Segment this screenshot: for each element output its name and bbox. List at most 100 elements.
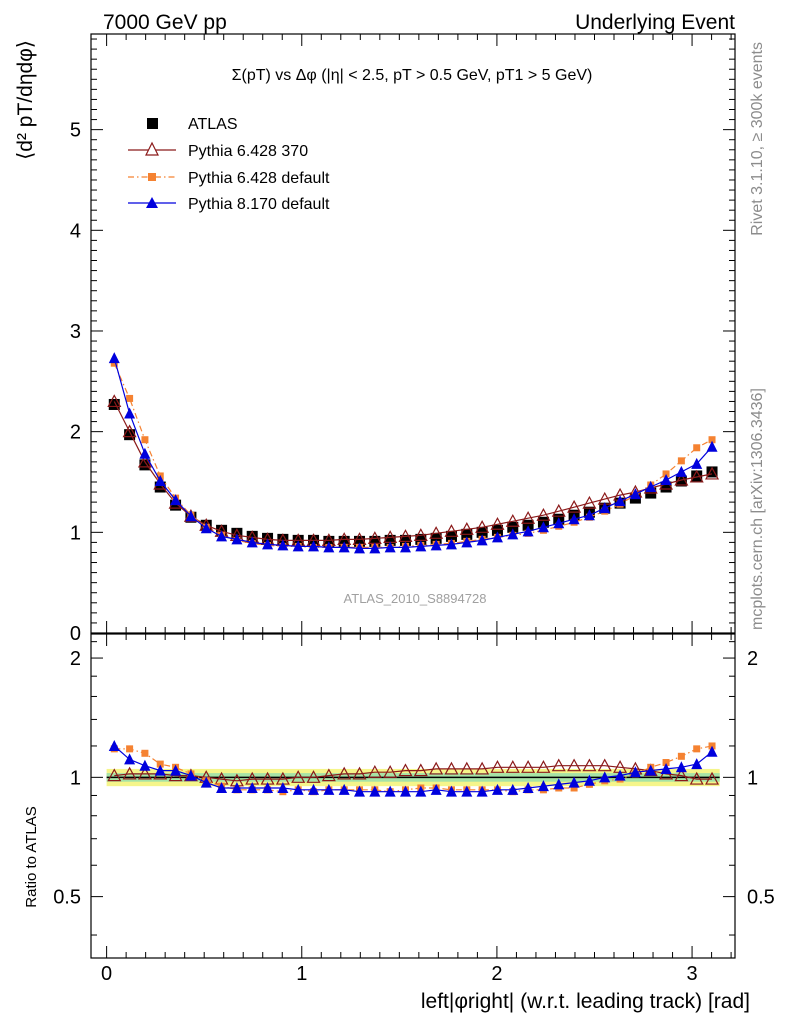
data-point bbox=[369, 535, 381, 547]
data-point bbox=[521, 510, 536, 524]
series-pythia-6-428-370 bbox=[107, 758, 720, 787]
data-point bbox=[522, 525, 534, 537]
data-point bbox=[231, 533, 243, 545]
data-point bbox=[122, 424, 137, 438]
data-point bbox=[277, 533, 289, 545]
legend-label-atlas: ATLAS bbox=[188, 116, 238, 133]
data-point bbox=[536, 760, 551, 773]
series-atlas bbox=[108, 398, 718, 547]
data-point bbox=[629, 488, 641, 500]
data-point bbox=[475, 761, 490, 775]
data-point bbox=[352, 766, 367, 780]
series-line bbox=[114, 745, 713, 793]
data-point bbox=[156, 760, 164, 768]
data-point bbox=[399, 785, 411, 797]
data-point bbox=[185, 510, 197, 522]
data-point bbox=[674, 472, 689, 486]
data-point bbox=[537, 521, 549, 533]
data-point bbox=[369, 785, 381, 797]
data-point bbox=[599, 771, 611, 783]
data-point bbox=[706, 440, 718, 452]
data-point bbox=[445, 538, 457, 550]
series-line bbox=[113, 358, 713, 550]
data-point bbox=[505, 514, 520, 527]
data-point bbox=[522, 519, 534, 531]
data-point bbox=[429, 761, 444, 775]
legend-item-p6-370: Pythia 6.428 370 bbox=[128, 141, 308, 160]
data-point bbox=[693, 444, 701, 452]
data-point bbox=[693, 745, 701, 753]
main-ylabel: ⟨d² pT/dηdφ⟩ bbox=[14, 40, 37, 160]
data-point bbox=[110, 359, 118, 367]
data-point bbox=[170, 494, 182, 506]
data-point bbox=[139, 459, 151, 471]
data-point bbox=[660, 762, 672, 774]
data-point bbox=[216, 530, 228, 542]
data-point bbox=[415, 540, 427, 552]
legend-item-atlas: ATLAS bbox=[147, 116, 238, 133]
data-point bbox=[476, 534, 488, 546]
filled-triangle-icon bbox=[146, 197, 158, 208]
legend: ATLAS Pythia 6.428 370 Pythia 6.428 defa… bbox=[128, 116, 330, 213]
y-tick-label: 1 bbox=[70, 522, 81, 544]
data-point bbox=[491, 531, 503, 543]
data-point bbox=[124, 753, 136, 765]
data-point bbox=[429, 526, 444, 539]
data-point bbox=[306, 770, 321, 783]
data-point bbox=[292, 540, 304, 552]
data-point bbox=[614, 769, 626, 781]
data-point bbox=[338, 783, 350, 795]
data-point bbox=[645, 481, 657, 493]
mcplots-label: mcplots.cern.ch [arXiv:1306.3436] bbox=[749, 388, 766, 630]
data-point bbox=[321, 768, 336, 782]
watermark: ATLAS_2010_S8894728 bbox=[344, 591, 487, 606]
legend-label-p8-default: Pythia 8.170 default bbox=[188, 196, 330, 213]
data-point bbox=[415, 533, 427, 545]
data-point bbox=[567, 758, 582, 772]
data-point bbox=[706, 745, 718, 757]
data-point bbox=[491, 783, 503, 795]
data-point bbox=[354, 535, 366, 547]
data-point bbox=[338, 541, 350, 553]
y-tick-label-right: 0.5 bbox=[747, 887, 775, 909]
data-point bbox=[691, 457, 703, 469]
data-point bbox=[399, 541, 411, 553]
data-point bbox=[691, 758, 703, 770]
data-point bbox=[444, 761, 459, 775]
data-point bbox=[553, 778, 565, 790]
data-point bbox=[398, 529, 413, 542]
data-point bbox=[107, 394, 122, 408]
ratio-frame bbox=[90, 633, 736, 959]
data-point bbox=[323, 541, 335, 553]
rivet-label: Rivet 3.1.10, ≥ 300k events bbox=[749, 42, 766, 236]
data-point bbox=[137, 454, 152, 468]
y-tick-label: 3 bbox=[70, 321, 81, 343]
data-point bbox=[662, 759, 670, 767]
data-point bbox=[139, 759, 151, 771]
data-point bbox=[674, 768, 689, 782]
data-point bbox=[369, 542, 381, 554]
y-tick-label-right: 2 bbox=[747, 648, 758, 670]
data-point bbox=[522, 781, 534, 793]
legend-item-p6-default: Pythia 6.428 default bbox=[128, 170, 330, 187]
series-line bbox=[113, 362, 713, 549]
data-point bbox=[583, 774, 595, 786]
data-point bbox=[124, 407, 136, 419]
legend-item-p8-default: Pythia 8.170 default bbox=[128, 196, 330, 213]
data-point bbox=[262, 532, 274, 544]
data-point bbox=[459, 522, 474, 535]
data-point bbox=[614, 495, 626, 507]
data-point bbox=[662, 470, 670, 478]
data-point bbox=[505, 760, 520, 773]
data-point bbox=[461, 536, 473, 548]
data-point bbox=[231, 527, 243, 539]
data-point bbox=[689, 771, 704, 785]
data-point bbox=[490, 760, 505, 773]
series-line bbox=[113, 745, 713, 793]
data-point bbox=[599, 502, 611, 514]
x-tick-label: 2 bbox=[491, 963, 502, 985]
plot-title: Σ(pT) vs Δφ (|η| < 2.5, pT > 0.5 GeV, pT… bbox=[232, 67, 593, 84]
data-point bbox=[122, 766, 137, 780]
series-line bbox=[113, 401, 713, 542]
data-point bbox=[291, 770, 306, 783]
